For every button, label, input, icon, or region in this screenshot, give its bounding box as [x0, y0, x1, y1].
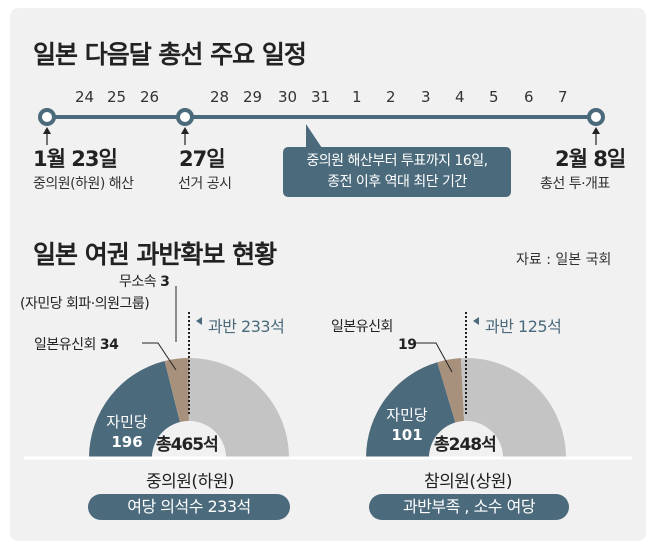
majority-label-lower: 과반 233석	[208, 317, 285, 336]
timeline-callout: 중의원 해산부터 투표까지 16일, 종전 이후 역대 최단 기간	[283, 147, 511, 197]
callout-line-1: 중의원 해산부터 투표까지 16일,	[306, 153, 488, 169]
label-independent-value: 3	[160, 274, 170, 290]
label-independent: 무소속 3	[119, 271, 170, 291]
badge-lower: 여당 의석수 233석	[88, 494, 290, 520]
timeline-tick-26: 26	[140, 88, 160, 106]
timeline-tick-1: 1	[352, 88, 362, 106]
timeline-node-start	[38, 108, 56, 126]
timeline-tick-7: 7	[558, 88, 568, 106]
donut-hole-upper	[429, 421, 503, 458]
slice-ishin-lower	[164, 358, 189, 423]
leader-ishin-upper	[415, 342, 453, 373]
ldp-lower-value: 196	[100, 432, 154, 452]
timeline-tick-2: 2	[386, 88, 396, 106]
ldp-lower-name: 자민당	[106, 413, 148, 431]
slice-other-upper	[460, 358, 566, 458]
ldp-label-lower: 자민당 196	[100, 412, 154, 452]
label-ishin-lower-value: 34	[99, 337, 119, 353]
timeline-title: 일본 다음달 총선 주요 일정	[33, 40, 307, 69]
source-note: 자료 : 일본 국회	[516, 252, 612, 268]
house-upper: 참의원(상원)	[424, 472, 512, 492]
event-date-dissolution: 1월 23일	[33, 147, 118, 171]
timeline-tick-5: 5	[489, 88, 499, 106]
ldp-label-upper: 자민당 101	[378, 405, 436, 445]
leader-ishin-lower	[142, 342, 177, 371]
label-ishin-upper-value: 19	[398, 337, 417, 353]
majority-label-upper: 과반 125석	[485, 317, 562, 336]
total-upper: 총248석	[434, 435, 497, 455]
house-lower: 중의원(하원)	[146, 472, 234, 492]
seats-title: 일본 여권 과반확보 현황	[33, 240, 277, 269]
ldp-upper-name: 자민당	[386, 406, 428, 424]
timeline-node-vote	[587, 108, 605, 126]
timeline-tick-4: 4	[455, 88, 465, 106]
label-independent-name: 무소속	[119, 274, 157, 290]
event-desc-dissolution: 중의원(하원) 해산	[33, 176, 134, 192]
slice-ishin-upper	[437, 358, 465, 423]
label-ishin-lower-name: 일본유신회	[34, 337, 96, 353]
timeline-tick-25: 25	[107, 88, 127, 106]
timeline-tick-29: 29	[243, 88, 263, 106]
timeline-tick-24: 24	[75, 88, 95, 106]
label-ishin-upper-value-text: 19	[398, 337, 417, 353]
timeline-tick-3: 3	[421, 88, 431, 106]
timeline-tick-30: 30	[278, 88, 298, 106]
callout-pointer	[306, 124, 322, 148]
event-date-notice: 27일	[179, 147, 226, 171]
label-ishin-lower: 일본유신회 34	[34, 334, 119, 354]
timeline-tick-31: 31	[311, 88, 331, 106]
label-independent-note: (자민당 회파·의원그룹)	[20, 296, 150, 312]
donut-hole-lower	[152, 421, 226, 458]
majority-arrow-upper	[473, 317, 479, 325]
label-ishin-upper-name: 일본유신회	[331, 319, 393, 335]
timeline-tick-6: 6	[524, 88, 534, 106]
slice-other-lower	[189, 358, 289, 458]
majority-arrow-lower	[196, 317, 202, 325]
event-date-vote: 2월 8일	[555, 147, 626, 171]
badge-upper: 과반부족 , 소수 여당	[369, 494, 569, 520]
timeline-tick-28: 28	[210, 88, 230, 106]
event-desc-vote: 총선 투·개표	[540, 176, 610, 192]
ldp-upper-value-text: 101	[391, 426, 423, 444]
ldp-lower-value-text: 196	[111, 433, 143, 451]
slice-ldp-lower	[89, 361, 180, 458]
callout-line-2: 종전 이후 역대 최단 기간	[327, 174, 467, 190]
timeline-node-notice	[176, 108, 194, 126]
total-lower: 총465석	[156, 435, 219, 455]
slice-ldp-upper	[365, 362, 456, 458]
ldp-upper-value: 101	[378, 425, 436, 445]
event-desc-notice: 선거 공시	[178, 176, 232, 192]
